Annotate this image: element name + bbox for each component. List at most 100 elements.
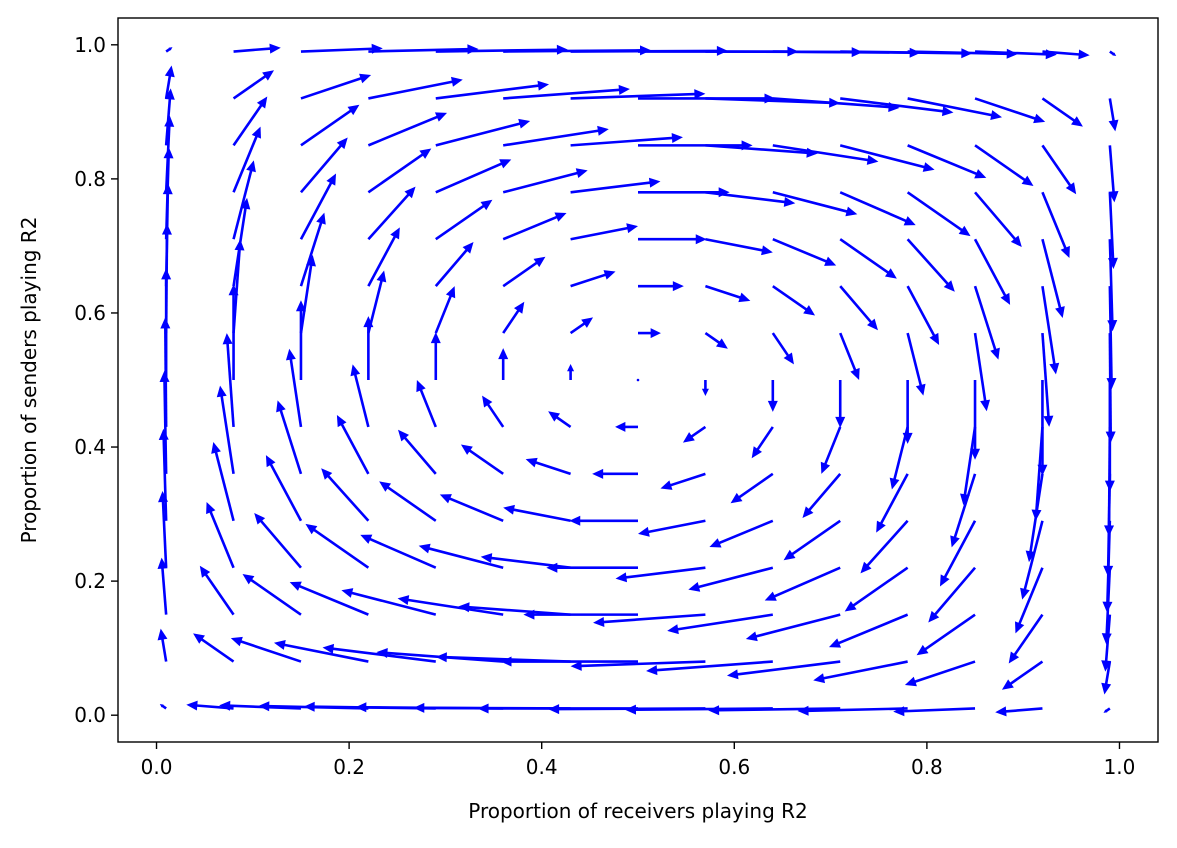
- arrow-head: [751, 446, 762, 459]
- arrow-shaft: [386, 486, 437, 522]
- arrow-head: [262, 70, 275, 81]
- arrow-shaft: [772, 144, 869, 162]
- arrow-shaft: [718, 519, 774, 545]
- arrow-head: [624, 704, 637, 715]
- arrow-shaft: [570, 273, 607, 288]
- arrow-head: [1101, 682, 1112, 695]
- quiver-arrow: [902, 380, 913, 444]
- arrow-head: [694, 89, 706, 100]
- arrow-head: [480, 553, 493, 564]
- arrow-head: [1101, 660, 1112, 672]
- quiver-arrow: [638, 328, 661, 339]
- quiver-arrow: [1108, 98, 1119, 132]
- quiver-arrow: [907, 144, 987, 179]
- quiver-arrow: [350, 364, 370, 428]
- arrow-head: [376, 270, 387, 283]
- arrow-shaft: [367, 279, 383, 334]
- arrow-shaft: [807, 707, 908, 713]
- arrow-head: [761, 245, 773, 256]
- quiver-arrow: [970, 380, 981, 460]
- arrow-shaft: [502, 171, 579, 194]
- arrow-head: [246, 160, 256, 173]
- quiver-arrow: [1041, 332, 1054, 427]
- quiver-arrow: [435, 159, 512, 194]
- quiver-arrow: [705, 191, 796, 207]
- arrow-shaft: [974, 191, 1017, 241]
- arrow-head: [1107, 257, 1118, 269]
- quiver-arrow: [242, 573, 302, 616]
- arrow-head: [1049, 362, 1060, 375]
- arrow-shaft: [161, 500, 168, 568]
- arrow-shaft: [913, 660, 976, 684]
- arrow-head: [460, 444, 473, 455]
- quiver-arrow: [1107, 239, 1118, 332]
- quiver-arrow: [813, 660, 908, 684]
- arrow-head: [835, 416, 846, 428]
- arrow-shaft: [1108, 286, 1113, 380]
- quiver-arrow: [299, 137, 348, 194]
- quiver-arrow: [828, 613, 909, 648]
- arrow-head: [797, 705, 809, 716]
- arrow-shaft: [718, 707, 841, 712]
- quiver-arrow: [305, 523, 370, 569]
- arrow-shaft: [1108, 192, 1115, 260]
- quiver-arrow: [974, 97, 1046, 124]
- arrow-shaft: [300, 47, 373, 53]
- arrow-head: [783, 549, 796, 561]
- arrow-shaft: [852, 566, 909, 607]
- arrow-shaft: [232, 135, 258, 193]
- arrow-shaft: [502, 309, 520, 334]
- arrow-head: [813, 673, 826, 684]
- arrow-head: [1020, 587, 1030, 600]
- x-tick-label: 0.0: [141, 755, 173, 779]
- arrow-head: [1078, 49, 1090, 60]
- arrow-head: [216, 385, 227, 398]
- quiver-arrow: [523, 609, 638, 620]
- arrow-head: [404, 186, 416, 199]
- quiver-arrow: [844, 566, 909, 612]
- arrow-head: [915, 383, 926, 396]
- arrow-shaft: [419, 388, 437, 428]
- arrow-head: [554, 212, 567, 222]
- arrow-shaft: [249, 578, 302, 616]
- quiver-arrow: [638, 519, 706, 537]
- quiver-arrow: [430, 332, 441, 380]
- arrow-shaft: [435, 204, 485, 241]
- arrow-shaft: [933, 566, 977, 616]
- x-tick-label: 0.2: [333, 755, 365, 779]
- x-axis-title: Proportion of receivers playing R2: [468, 799, 808, 823]
- arrow-head: [1102, 601, 1113, 613]
- quiver-arrow: [502, 256, 546, 288]
- y-tick-label: 0.6: [74, 301, 106, 325]
- arrow-head: [251, 126, 261, 139]
- arrow-head: [273, 640, 286, 650]
- arrow-head: [1021, 175, 1034, 187]
- arrow-head: [523, 609, 535, 620]
- arrow-shaft: [350, 591, 437, 616]
- quiver-arrow: [435, 199, 493, 241]
- arrow-shaft: [368, 47, 469, 53]
- arrow-head: [164, 65, 175, 78]
- arrow-shaft: [822, 660, 908, 680]
- arrow-head: [168, 47, 173, 51]
- ticks-layer: 0.0 0.2 0.4 0.6 0.8 1.0 0.0 0.2 0.4 0.6 0.8 1.0: [74, 33, 1135, 779]
- arrow-head: [893, 706, 905, 717]
- quiver-arrow: [1109, 50, 1117, 56]
- quiver-arrow: [767, 380, 778, 412]
- y-tick-label: 0.2: [74, 569, 106, 593]
- quiver-arrow: [502, 301, 525, 334]
- arrow-head: [1103, 565, 1114, 577]
- arrow-shaft: [1042, 50, 1080, 56]
- quiver-arrow: [460, 444, 504, 475]
- quiver-arrow: [418, 543, 504, 569]
- arrow-head: [695, 234, 707, 245]
- arrow-shaft: [435, 84, 540, 100]
- quiver-arrow: [839, 238, 897, 279]
- quiver-arrow: [995, 706, 1043, 717]
- arrow-shaft: [468, 449, 504, 475]
- quiver-arrow: [265, 455, 303, 522]
- x-tick-label: 0.6: [718, 755, 750, 779]
- arrow-head: [929, 332, 940, 345]
- arrow-shaft: [1009, 660, 1044, 686]
- arrow-shaft: [512, 508, 571, 523]
